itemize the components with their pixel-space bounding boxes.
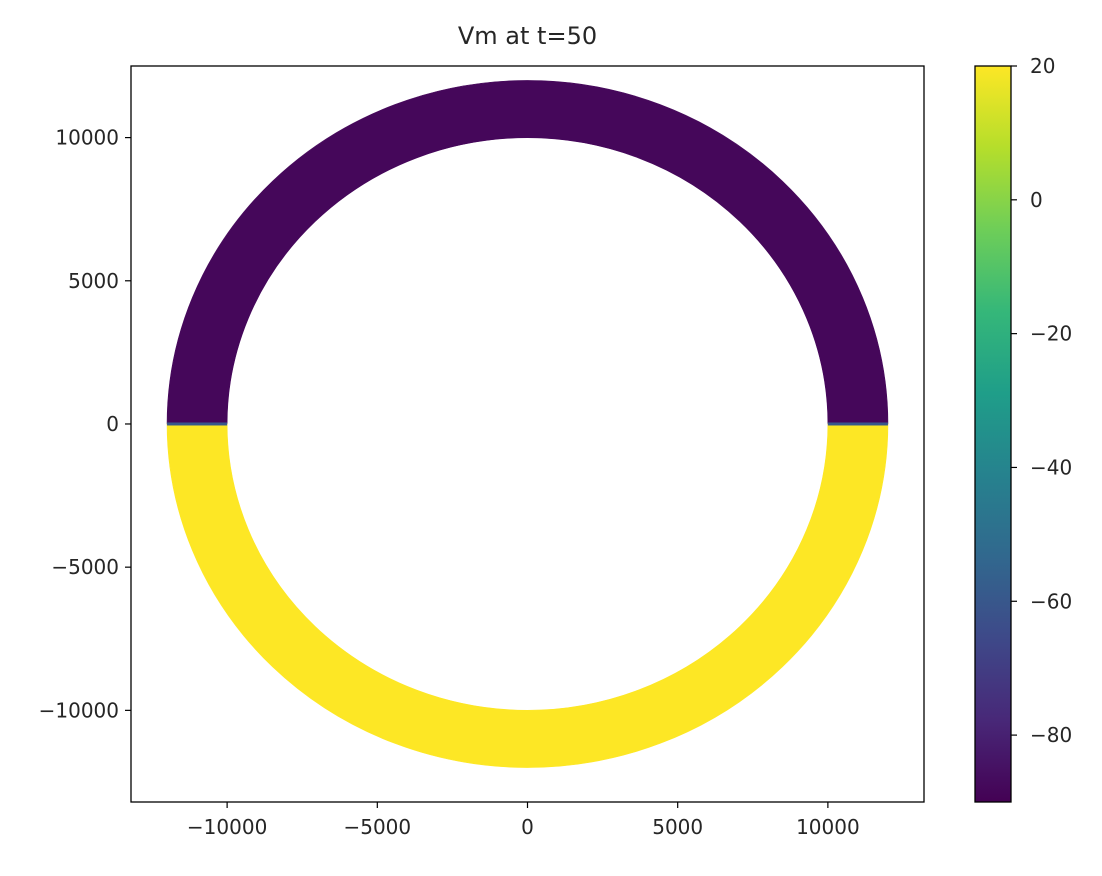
- x-tick-label: 5000: [652, 815, 703, 839]
- colorbar-frame: [974, 65, 1012, 803]
- y-tick-label: 10000: [55, 126, 119, 150]
- colorbar-tick-label: −80: [1030, 723, 1072, 747]
- x-tick-label: 0: [521, 815, 534, 839]
- y-tick-label: −5000: [51, 555, 119, 579]
- transition-band-left: [167, 422, 228, 426]
- colorbar-axis: 20 0 −20 −40 −60 −80: [1011, 54, 1072, 747]
- colorbar-tick-label: −20: [1030, 322, 1072, 346]
- transition-band-right: [827, 422, 888, 426]
- ring-region-upper: [166, 80, 889, 425]
- chart-title: Vm at t=50: [458, 22, 597, 50]
- colorbar-tick-label: 0: [1030, 188, 1043, 212]
- x-tick-label: 10000: [796, 815, 860, 839]
- y-tick-label: 0: [106, 412, 119, 436]
- colorbar-tick-label: −60: [1030, 589, 1072, 613]
- colorbar: [975, 66, 1011, 802]
- x-tick-label: −5000: [343, 815, 411, 839]
- plot-content: [166, 80, 889, 768]
- x-axis: −10000 −5000 0 5000 10000: [187, 802, 860, 839]
- ring-region-lower: [166, 423, 889, 768]
- y-axis: 10000 5000 0 −5000 −10000: [39, 126, 131, 722]
- y-tick-label: −10000: [39, 698, 119, 722]
- plot-area: [131, 66, 924, 802]
- colorbar-tick-label: 20: [1030, 54, 1055, 78]
- x-tick-label: −10000: [187, 815, 267, 839]
- y-tick-label: 5000: [68, 269, 119, 293]
- colorbar-tick-label: −40: [1030, 455, 1072, 479]
